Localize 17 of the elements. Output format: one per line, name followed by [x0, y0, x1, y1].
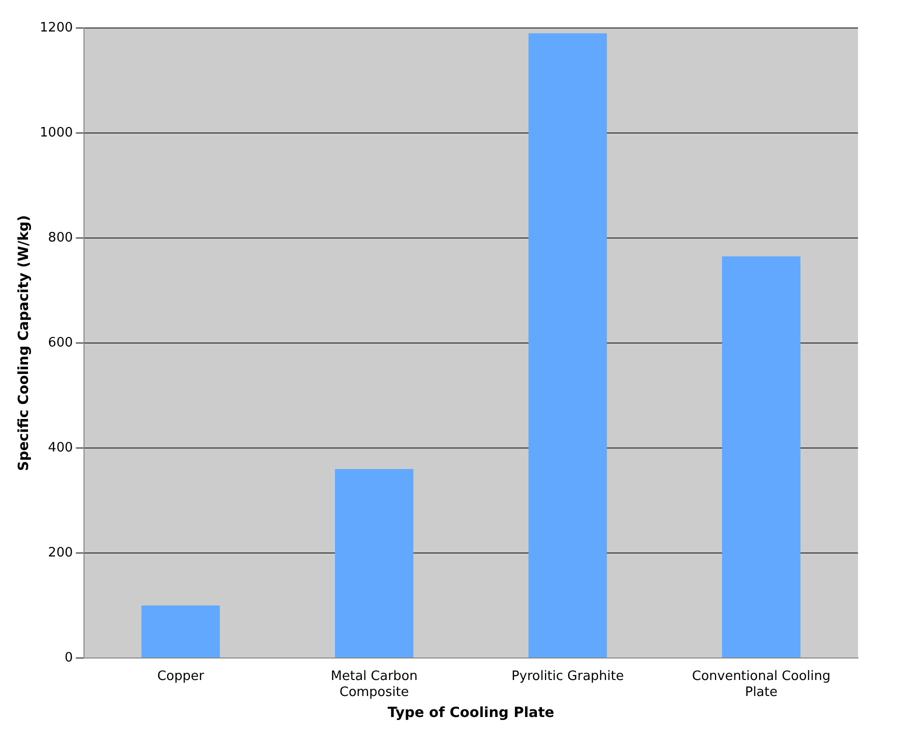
bar [141, 606, 220, 658]
y-tick-label: 600 [48, 335, 73, 350]
x-tick-label: Conventional Cooling Plate [692, 669, 830, 700]
y-tick-label: 0 [64, 650, 73, 666]
bar [528, 33, 607, 658]
bar [722, 256, 800, 658]
y-tick-label: 1000 [40, 125, 73, 140]
x-tick-label: Copper [157, 669, 205, 684]
x-axis-title: Type of Cooling Plate [388, 705, 554, 722]
x-tick-label: Pyrolitic Graphite [512, 669, 624, 684]
y-axis-title: Specific Cooling Capacity (W/kg) [16, 215, 32, 471]
bar [334, 469, 414, 658]
y-tick-label: 1200 [40, 20, 73, 36]
y-tick-label: 200 [48, 545, 73, 560]
y-tick-label: 800 [48, 230, 73, 246]
x-tick-label: Metal Carbon Composite [330, 669, 418, 700]
y-tick-label: 400 [48, 440, 73, 456]
